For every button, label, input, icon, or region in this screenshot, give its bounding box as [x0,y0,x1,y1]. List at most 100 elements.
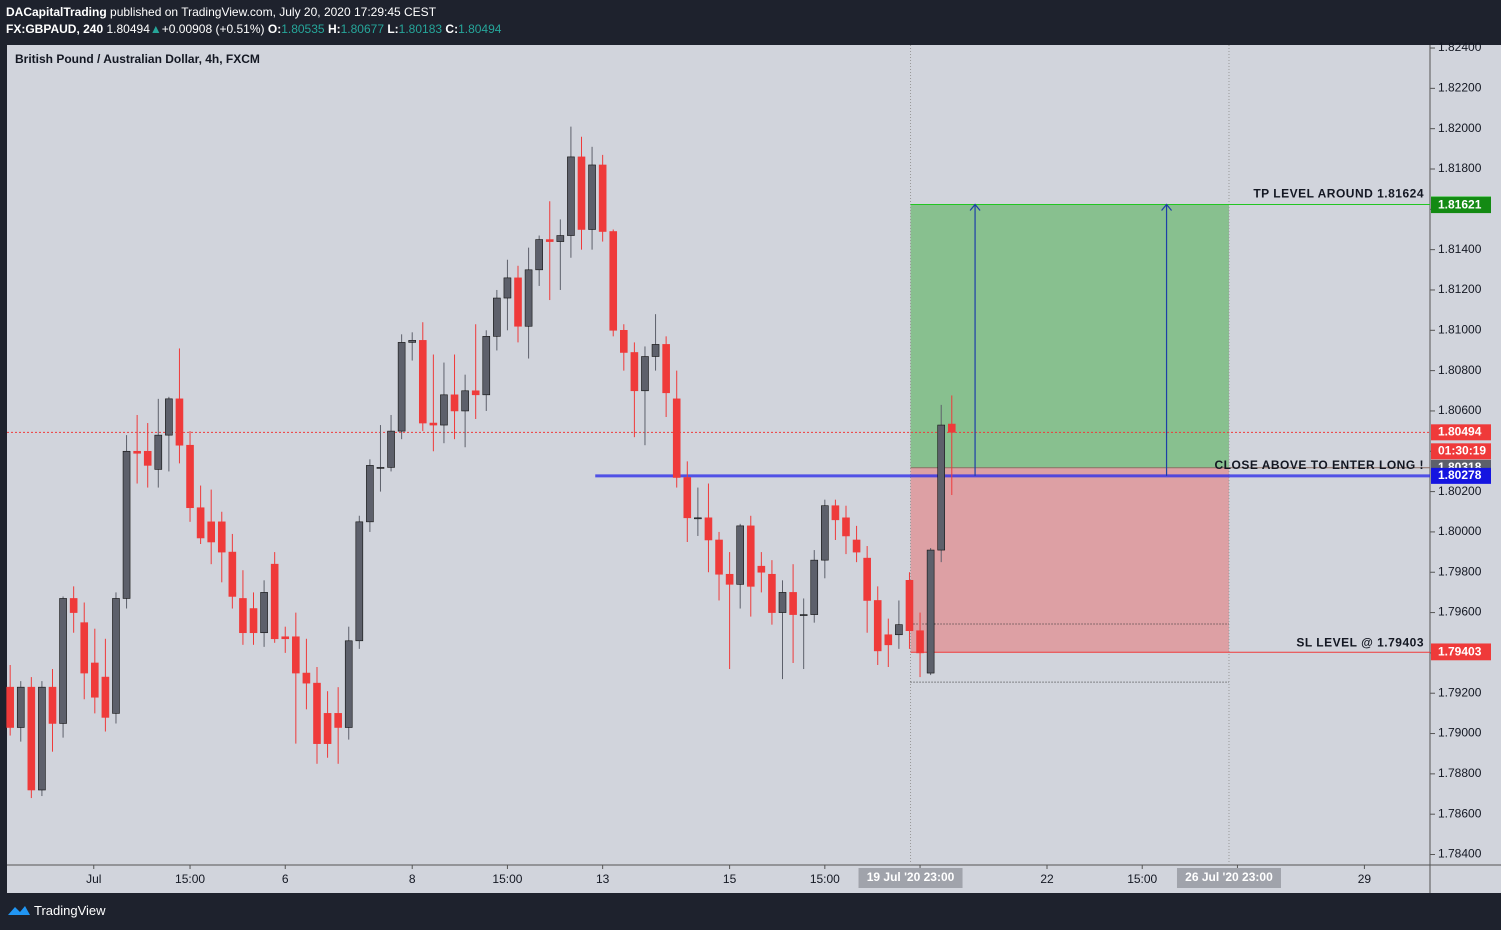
candle-body [80,622,89,674]
candle-body [217,521,226,553]
y-tick-label: 1.80200 [1438,484,1482,498]
candle-body [651,344,660,357]
candle-body [852,539,861,553]
candle-body [926,549,935,674]
candle-body [873,600,882,652]
candle-body [196,507,205,539]
candle-body [514,277,522,327]
candle-body [366,465,374,523]
candle-body [429,422,438,426]
ohlc-value: 1.80494 [458,22,502,36]
candle-body [387,430,395,468]
candle-body [408,340,417,343]
candle-body [757,565,766,573]
candle-body [694,517,702,520]
price-label-box [1431,197,1491,214]
candle-body [535,239,543,271]
candle-body [281,636,290,640]
time-label-box [858,868,963,888]
y-tick-label: 1.82400 [1438,40,1482,54]
arrow-head [969,203,981,211]
candle-body [863,557,871,601]
candle-body [503,277,512,299]
candle-body [556,235,565,242]
candle-body [112,598,120,714]
candle-body [249,608,258,634]
y-tick-label: 1.82200 [1438,81,1482,95]
candle-body [334,713,342,728]
candle-body [630,352,639,392]
candle-body [482,336,491,396]
price-label: 1.79403 [1438,644,1482,658]
ohlc-key: H: [327,22,341,36]
candle-body [440,394,448,426]
x-tick-label: 15:00 [810,872,840,886]
countdown: 01:30:19 [1438,443,1486,457]
ohlc-key: L: [387,22,399,36]
candle-body [418,340,427,424]
candle-body [228,551,237,597]
brand: TradingView [34,903,106,918]
candle-body [937,424,946,551]
candle-body [545,239,554,242]
candle-body [323,713,332,744]
candle-body [799,614,808,616]
change: +0.00908 (+0.51%) [161,22,265,36]
candle-body [355,521,364,642]
candle-body [69,598,78,613]
x-tick-label: 22 [1040,872,1054,886]
candle-body [567,156,575,236]
candle-body [175,398,184,446]
target-label: TP LEVEL AROUND 1.81624 [1253,187,1424,201]
candle-body [916,630,924,654]
y-tick-label: 1.78800 [1438,766,1482,780]
y-tick-label: 1.78400 [1438,847,1482,861]
candle-body [493,297,501,337]
price-label: 1.80494 [1438,424,1482,438]
candle-body [588,164,596,230]
x-tick-label: 6 [282,872,289,886]
candle-body [789,592,797,615]
author: DACapitalTrading [6,5,107,19]
candle-body [313,682,321,744]
candle-body [620,329,628,353]
candle-body [842,517,850,537]
candle-body [59,598,67,724]
y-tick-label: 1.78600 [1438,806,1482,820]
candle-body [778,592,787,613]
candle-body [821,505,829,561]
candle-body [207,521,215,543]
candle-body [165,398,173,436]
candle-body [260,592,268,634]
candle-body [884,634,893,646]
candle-body [154,434,163,470]
price-label-box [1431,424,1491,441]
arrow: ▲ [149,22,162,36]
ohlc-key: O: [267,22,282,36]
candle-body [38,686,46,791]
x-tick-label: 15 [723,872,737,886]
time-label: 26 Jul '20 23:00 [1185,870,1273,884]
x-tick-label: 29 [1358,872,1372,886]
candle-body [91,662,99,698]
y-tick-label: 1.81800 [1438,161,1482,175]
candle-body [672,398,681,478]
ohlc-value: 1.80535 [281,22,325,36]
candle-body [239,598,247,634]
candle-body [831,505,840,521]
price-label: 1.81621 [1438,197,1482,211]
candle-body [715,539,723,575]
y-tick-label: 1.81400 [1438,242,1482,256]
candle-body [27,686,36,791]
blue-line [595,474,1430,478]
y-tick-label: 1.79200 [1438,685,1482,699]
chart-background [7,45,1501,893]
ohlc-value: 1.80677 [340,22,384,36]
candle-body [450,394,459,412]
x-tick-label: 15:00 [175,872,205,886]
candle-body [16,686,25,728]
y-tick-label: 1.81200 [1438,282,1482,296]
candle-body [397,342,406,432]
ohlc-key: C: [445,22,459,36]
candle-body [270,563,279,640]
